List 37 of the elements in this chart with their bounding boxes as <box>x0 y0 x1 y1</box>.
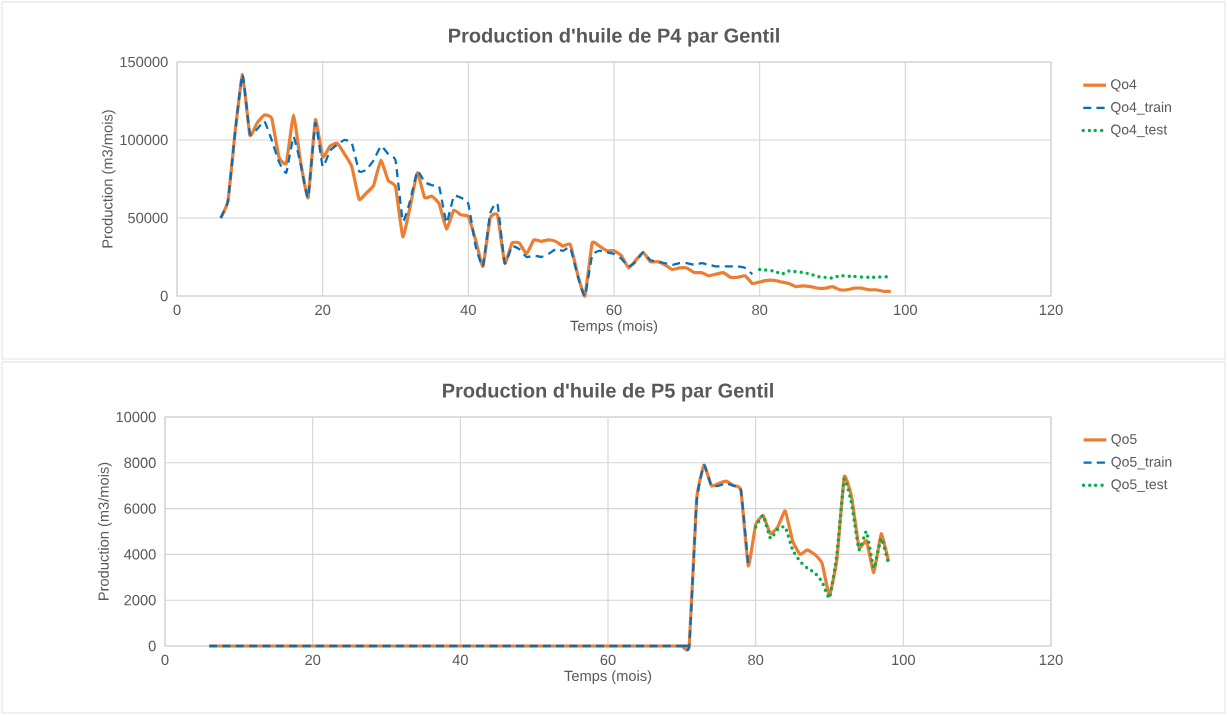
x-tick-label: 60 <box>606 304 622 316</box>
legend-label: Qo5 <box>1111 434 1137 447</box>
y-tick-label: 4000 <box>124 549 156 560</box>
x-tick-label: 100 <box>892 654 915 666</box>
x-axis-title: Temps (mois) <box>570 320 658 334</box>
x-tick-label: 40 <box>460 304 476 316</box>
x-tick-label: 80 <box>748 654 764 666</box>
x-tick-label: 20 <box>305 654 321 666</box>
y-tick-label: 2000 <box>124 595 156 606</box>
x-tick-label: 40 <box>452 654 468 666</box>
legend-label: Qo4_train <box>1111 101 1171 115</box>
y-tick-label: 6000 <box>124 503 156 514</box>
y-tick-label: 0 <box>148 640 156 652</box>
x-tick-label: 100 <box>894 304 917 316</box>
x-tick-label: 20 <box>315 304 331 316</box>
x-tick-label: 120 <box>1039 654 1063 666</box>
y-tick-label: 150000 <box>120 56 168 68</box>
line-series <box>753 477 891 600</box>
legend-label: Qo5_train <box>1111 456 1172 470</box>
y-tick-label: 8000 <box>124 457 156 468</box>
legend-label: Qo4 <box>1111 79 1137 92</box>
legend-label: Qo4_test <box>1111 124 1168 138</box>
y-tick-label: 0 <box>160 290 168 302</box>
y-tick-label: 10000 <box>116 411 156 423</box>
x-tick-label: 80 <box>752 304 768 316</box>
x-tick-label: 120 <box>1039 304 1063 316</box>
x-tick-label: 60 <box>600 654 616 666</box>
line-series <box>219 73 754 298</box>
legend-label: Qo5_test <box>1111 479 1168 492</box>
chart-title: Production d'huile de P5 par Gentil <box>443 382 773 402</box>
y-tick-label: 50000 <box>128 212 168 224</box>
chart-title: Production d'huile de P4 par Gentil <box>449 27 779 47</box>
y-axis-title: Production (m3/mois) <box>101 110 116 248</box>
y-tick-label: 100000 <box>120 134 168 146</box>
y-axis-title: Production (m3/mois) <box>98 462 112 600</box>
x-tick-label: 0 <box>173 304 181 316</box>
x-axis-title: Temps (mois) <box>564 670 652 684</box>
